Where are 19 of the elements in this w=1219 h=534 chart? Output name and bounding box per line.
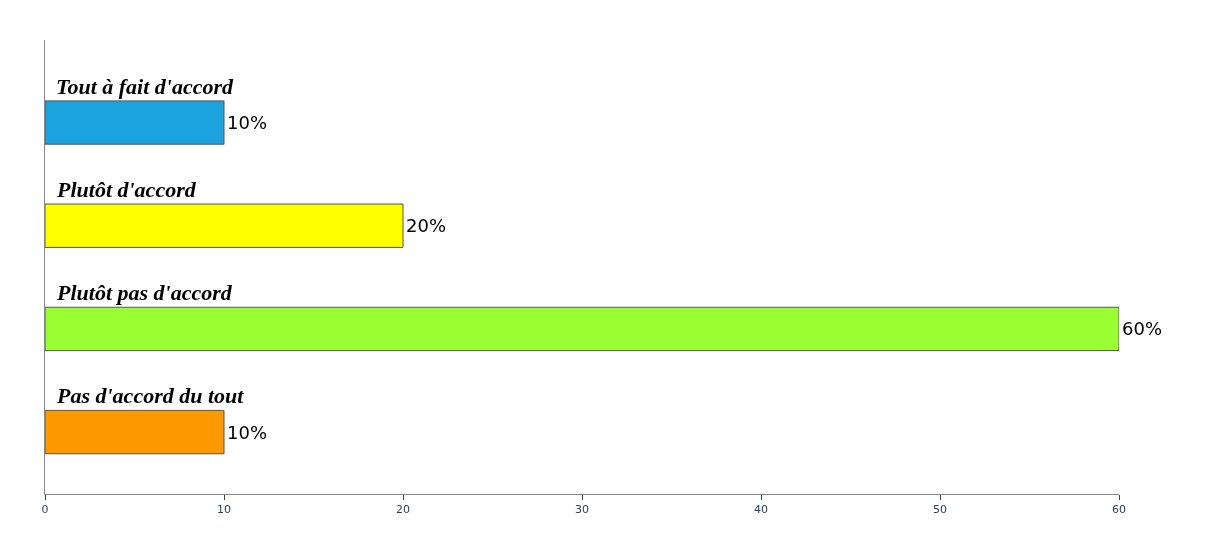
x-tick-label: 10 — [217, 503, 231, 517]
data-label: 20% — [406, 215, 447, 237]
data-label: 10% — [227, 421, 268, 443]
bar — [45, 203, 404, 248]
x-tick-label: 0 — [41, 503, 49, 517]
bar — [45, 100, 225, 145]
x-tick-label: 20 — [396, 503, 410, 517]
bar — [45, 306, 1119, 352]
y-tick-label: Plutôt pas d'accord — [56, 280, 233, 305]
bar — [45, 409, 225, 455]
x-tick-label: 60 — [1112, 503, 1126, 517]
data-label: 10% — [227, 112, 268, 134]
data-label: 60% — [1122, 318, 1163, 340]
x-tick-label: 50 — [933, 503, 947, 517]
y-tick-label: Plutôt d'accord — [56, 177, 197, 202]
y-tick-label: Tout à fait d'accord — [56, 74, 235, 99]
x-tick-label: 40 — [754, 503, 768, 517]
x-tick-label: 30 — [575, 503, 589, 517]
y-tick-label: Pas d'accord du tout — [56, 383, 245, 408]
